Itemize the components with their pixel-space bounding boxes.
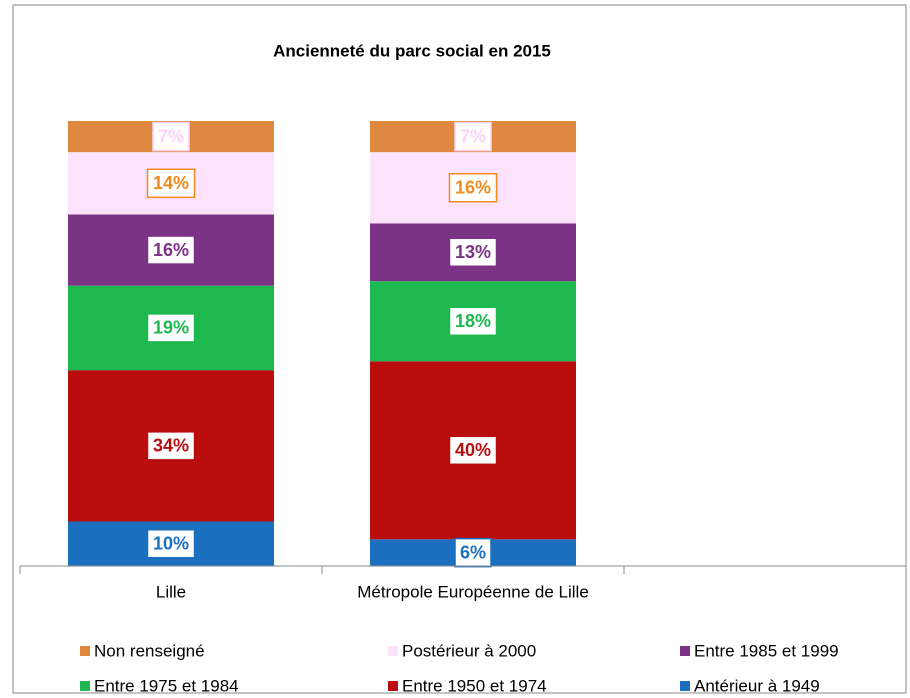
data-label-box bbox=[146, 168, 196, 199]
data-label: 16% bbox=[455, 178, 491, 198]
legend-label: Entre 1985 et 1999 bbox=[694, 641, 839, 660]
legend-swatch bbox=[80, 681, 90, 691]
legend-swatch bbox=[680, 646, 690, 656]
x-tick-label: Métropole Européenne de Lille bbox=[357, 582, 589, 601]
data-label: 6% bbox=[460, 542, 486, 562]
legend-label: Entre 1975 et 1984 bbox=[94, 676, 239, 695]
legend-label: Postérieur à 2000 bbox=[402, 641, 536, 660]
data-label: 14% bbox=[153, 173, 189, 193]
legend-label: Entre 1950 et 1974 bbox=[402, 676, 547, 695]
data-label: 10% bbox=[153, 534, 189, 554]
legend-swatch bbox=[680, 681, 690, 691]
data-label-box bbox=[146, 431, 196, 461]
data-label-box bbox=[448, 173, 498, 203]
data-label-box bbox=[454, 537, 492, 568]
data-label: 19% bbox=[153, 318, 189, 338]
data-label-box bbox=[152, 121, 190, 152]
data-label-box bbox=[448, 306, 498, 336]
data-label-box bbox=[454, 121, 492, 152]
data-label: 40% bbox=[455, 440, 491, 460]
data-label-box bbox=[448, 435, 498, 466]
data-label: 16% bbox=[153, 240, 189, 260]
legend-swatch bbox=[80, 646, 90, 656]
data-label-box bbox=[146, 529, 196, 559]
data-label: 7% bbox=[158, 126, 184, 146]
legend-swatch bbox=[388, 646, 398, 656]
data-label-box bbox=[448, 237, 498, 268]
data-label: 7% bbox=[460, 126, 486, 146]
data-label-box bbox=[146, 235, 196, 265]
chart-title: Ancienneté du parc social en 2015 bbox=[273, 41, 551, 60]
data-label-box bbox=[146, 313, 196, 343]
legend-label: Antérieur à 1949 bbox=[694, 676, 820, 695]
legend-label: Non renseigné bbox=[94, 641, 205, 660]
x-tick-label: Lille bbox=[156, 582, 186, 601]
data-label: 18% bbox=[455, 311, 491, 331]
data-label: 13% bbox=[455, 242, 491, 262]
legend-swatch bbox=[388, 681, 398, 691]
data-label: 34% bbox=[153, 436, 189, 456]
